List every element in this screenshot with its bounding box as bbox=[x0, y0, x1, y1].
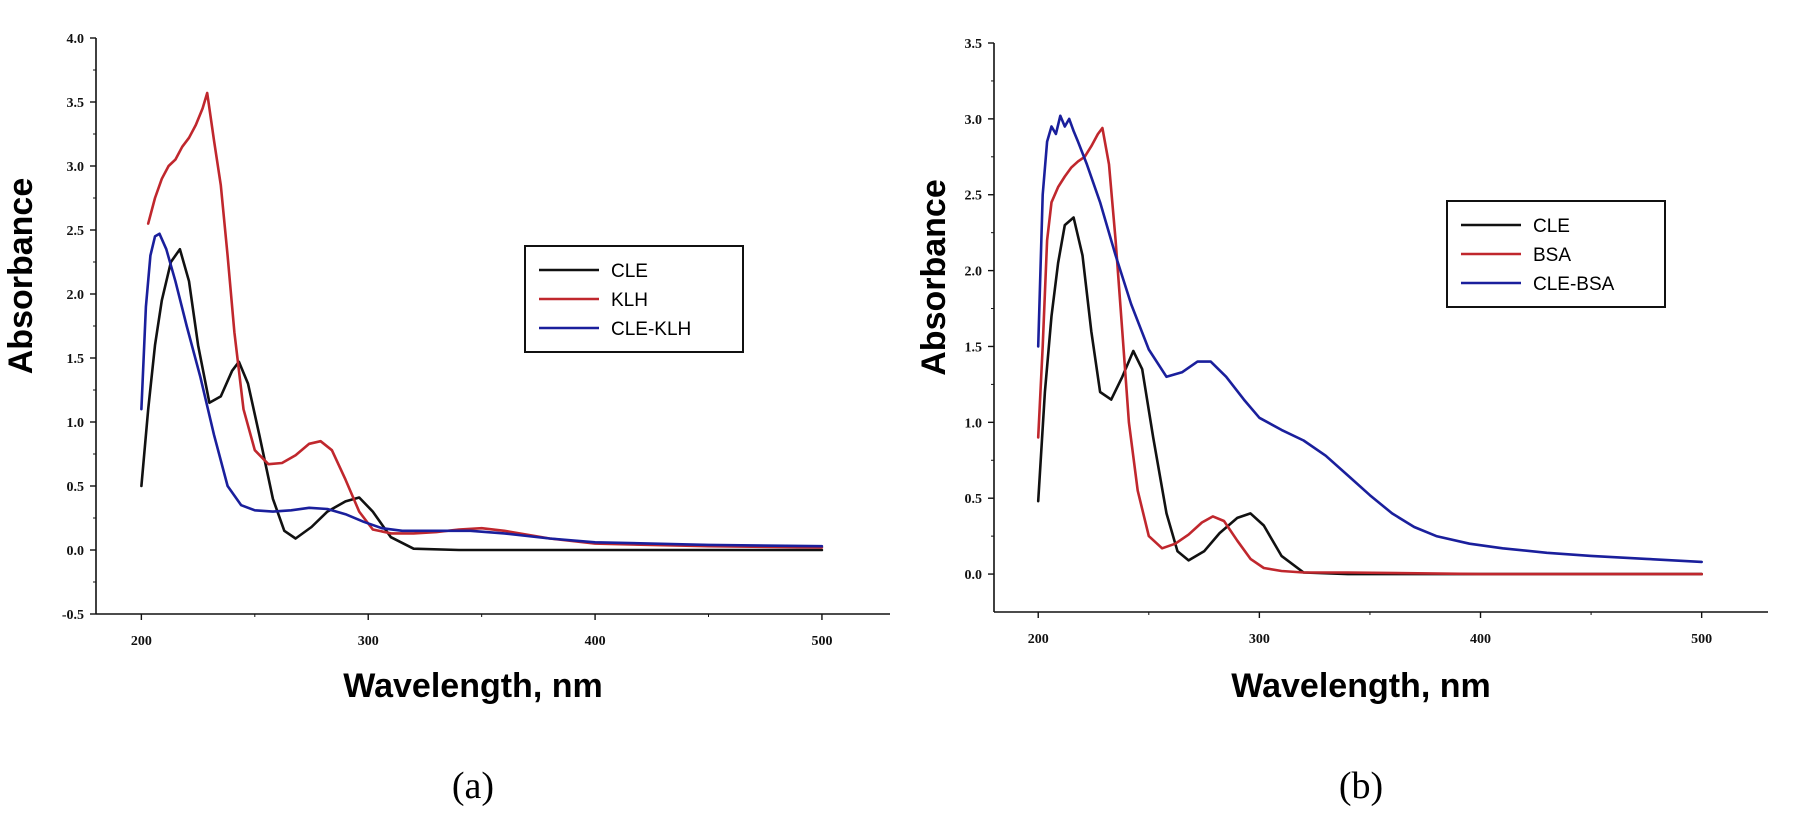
legend: CLE BSA CLE-BSA bbox=[1446, 200, 1666, 308]
y-tick-label: 0.5 bbox=[965, 492, 983, 507]
panel-label: (a) bbox=[452, 765, 494, 807]
series-line-cle-bsa bbox=[1036, 114, 1703, 564]
legend-label-cle: CLE bbox=[611, 261, 648, 282]
y-tick-label: 0.0 bbox=[67, 544, 85, 559]
y-tick-label: 1.5 bbox=[965, 340, 983, 355]
panel-label: (b) bbox=[1339, 765, 1383, 807]
x-tick-label: 400 bbox=[585, 634, 606, 649]
panel-b: 0.0 0.5 1.0 1.5 2.0 2.5 3.0 3.5 200 300 400 500 Wave… bbox=[915, 37, 1768, 807]
y-tick-label: 2.0 bbox=[67, 288, 85, 303]
y-tick-label: 4.0 bbox=[67, 32, 85, 47]
series-line-cle bbox=[1036, 216, 1703, 576]
x-tick-label: 500 bbox=[811, 634, 832, 649]
y-tick-label: 0.0 bbox=[965, 568, 983, 583]
legend-label-cle-klh: CLE-KLH bbox=[611, 319, 691, 340]
y-axis-title: Absorbance bbox=[2, 178, 40, 375]
x-tick-label: 300 bbox=[1249, 632, 1270, 647]
x-tick-label: 500 bbox=[1691, 632, 1712, 647]
series-line-klh bbox=[146, 91, 824, 549]
x-axis-title: Wavelength, nm bbox=[343, 667, 602, 705]
x-tick-label: 200 bbox=[1028, 632, 1049, 647]
legend-label-bsa: BSA bbox=[1533, 245, 1571, 266]
y-axis-title: Absorbance bbox=[915, 179, 953, 376]
legend: CLE KLH CLE-KLH bbox=[524, 245, 744, 353]
y-tick-label: 1.5 bbox=[67, 352, 85, 367]
y-tick-label: 0.5 bbox=[67, 480, 85, 495]
x-tick-label: 300 bbox=[358, 634, 379, 649]
y-tick-label: 1.0 bbox=[965, 416, 983, 431]
y-tick-label: 3.0 bbox=[67, 160, 85, 175]
x-tick-label: 400 bbox=[1470, 632, 1491, 647]
panel-a: -0.5 0.0 0.5 1.0 1.5 2.0 2.5 3.0 3.5 4.0 200 300 400… bbox=[2, 32, 890, 807]
y-tick-label: 2.5 bbox=[965, 189, 983, 204]
x-tick-label: 200 bbox=[131, 634, 152, 649]
series-line-cle-klh bbox=[140, 232, 824, 548]
y-tick-label: 3.5 bbox=[67, 96, 85, 111]
legend-label-klh: KLH bbox=[611, 290, 648, 311]
y-tick-label: 2.5 bbox=[67, 224, 85, 239]
y-tick-label: 2.0 bbox=[965, 265, 983, 280]
y-tick-label: 3.0 bbox=[965, 113, 983, 128]
series-line-bsa bbox=[1036, 126, 1703, 576]
y-tick-label: -0.5 bbox=[62, 608, 84, 623]
legend-label-cle: CLE bbox=[1533, 216, 1570, 237]
x-axis-title: Wavelength, nm bbox=[1231, 667, 1490, 705]
y-tick-label: 3.5 bbox=[965, 37, 983, 52]
legend-label-cle-bsa: CLE-BSA bbox=[1533, 274, 1615, 295]
y-tick-label: 1.0 bbox=[67, 416, 85, 431]
